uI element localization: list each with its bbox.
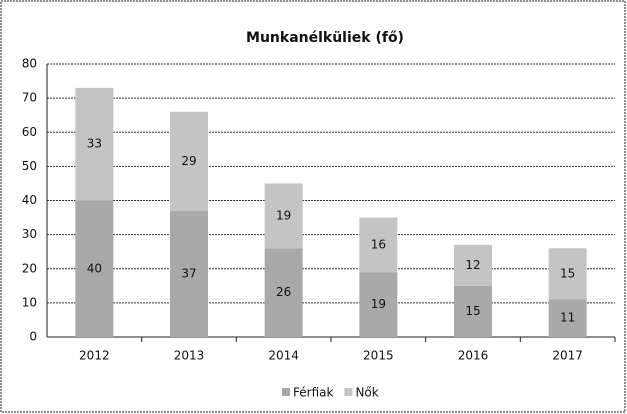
bar-segment: [264, 248, 303, 337]
x-tick-label: 2012: [79, 349, 110, 363]
bar-segment: [548, 248, 587, 300]
legend-label: Férfiak: [293, 386, 333, 400]
x-tick-label: 2014: [268, 349, 299, 363]
legend-swatch: [282, 388, 290, 396]
bar-segment: [170, 111, 208, 211]
bar-segment: [170, 210, 208, 337]
legend-label: Nők: [355, 386, 378, 400]
y-tick-label: 30: [22, 227, 37, 241]
data-label: 29: [181, 154, 196, 168]
bar-segment: [264, 183, 303, 249]
y-tick-label: 60: [22, 125, 37, 139]
y-tick-label: 40: [22, 193, 37, 207]
x-tick-label: 2013: [174, 349, 205, 363]
y-tick-label: 10: [22, 295, 37, 309]
data-label: 15: [560, 266, 575, 280]
chart-title: Munkanélküliek (fő): [246, 30, 404, 46]
x-tick-label: 2016: [458, 349, 489, 363]
data-label: 11: [560, 311, 575, 325]
bar-segment: [548, 299, 587, 337]
y-tick-label: 50: [22, 159, 37, 173]
data-label: 12: [465, 258, 480, 272]
bar-segment: [454, 285, 492, 337]
y-tick-label: 20: [22, 261, 37, 275]
bar-segment: [359, 272, 398, 337]
data-label: 33: [87, 137, 102, 151]
x-tick-label: 2017: [552, 349, 583, 363]
y-tick-label: 80: [22, 57, 37, 71]
data-label: 15: [465, 304, 480, 318]
bar-segment: [75, 200, 114, 337]
y-tick-label: 70: [22, 91, 37, 105]
data-label: 16: [371, 237, 386, 251]
data-label: 40: [87, 261, 102, 275]
bar-segment: [454, 244, 492, 286]
x-tick-label: 2015: [363, 349, 394, 363]
data-label: 37: [181, 266, 196, 280]
bar-segment: [359, 217, 398, 273]
bar-segment: [75, 87, 114, 201]
data-label: 19: [371, 297, 386, 311]
legend-swatch: [344, 388, 353, 396]
data-label: 19: [276, 208, 291, 222]
data-label: 26: [276, 285, 291, 299]
y-tick-label: 0: [29, 330, 37, 344]
